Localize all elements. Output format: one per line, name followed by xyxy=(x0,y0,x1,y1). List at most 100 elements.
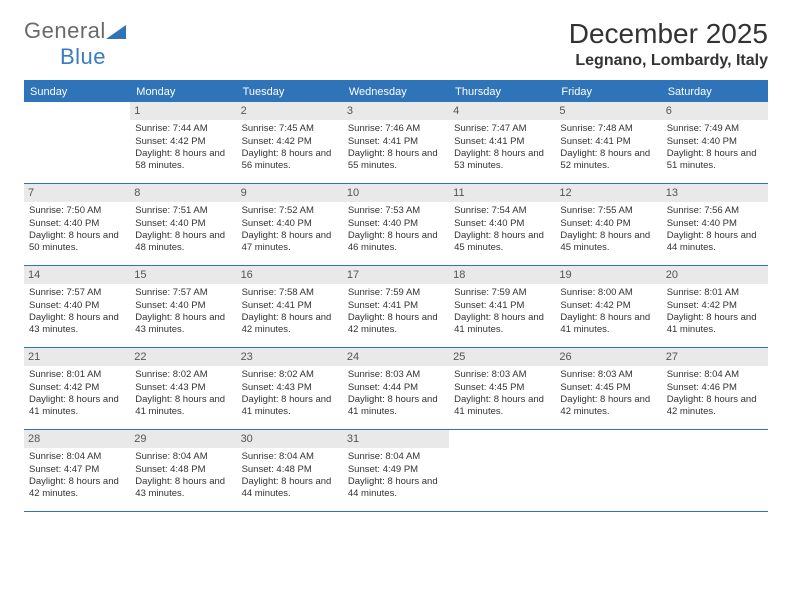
daylight-line: Daylight: 8 hours and 42 minutes. xyxy=(29,476,125,501)
empty-cell: . xyxy=(24,102,130,184)
day-cell: 15Sunrise: 7:57 AMSunset: 4:40 PMDayligh… xyxy=(130,266,236,348)
day-cell: 31Sunrise: 8:04 AMSunset: 4:49 PMDayligh… xyxy=(343,430,449,512)
day-number: 30 xyxy=(237,430,343,448)
day-cell: 18Sunrise: 7:59 AMSunset: 4:41 PMDayligh… xyxy=(449,266,555,348)
day-cell: 9Sunrise: 7:52 AMSunset: 4:40 PMDaylight… xyxy=(237,184,343,266)
sunset-line: Sunset: 4:40 PM xyxy=(667,136,763,148)
sunrise-line: Sunrise: 7:55 AM xyxy=(560,205,656,217)
day-header: Saturday xyxy=(662,82,768,102)
daylight-line: Daylight: 8 hours and 44 minutes. xyxy=(348,476,444,501)
sunset-line: Sunset: 4:42 PM xyxy=(667,300,763,312)
logo: GeneralBlue xyxy=(24,18,126,70)
day-number: 14 xyxy=(24,266,130,284)
sunrise-line: Sunrise: 8:03 AM xyxy=(454,369,550,381)
day-number: 6 xyxy=(662,102,768,120)
sunrise-line: Sunrise: 8:03 AM xyxy=(348,369,444,381)
day-cell: 2Sunrise: 7:45 AMSunset: 4:42 PMDaylight… xyxy=(237,102,343,184)
sunrise-line: Sunrise: 7:59 AM xyxy=(454,287,550,299)
daylight-line: Daylight: 8 hours and 46 minutes. xyxy=(348,230,444,255)
month-title: December 2025 xyxy=(569,18,768,50)
sunrise-line: Sunrise: 7:48 AM xyxy=(560,123,656,135)
day-number: 25 xyxy=(449,348,555,366)
day-number: 21 xyxy=(24,348,130,366)
sunset-line: Sunset: 4:45 PM xyxy=(560,382,656,394)
sunrise-line: Sunrise: 7:54 AM xyxy=(454,205,550,217)
daylight-line: Daylight: 8 hours and 47 minutes. xyxy=(242,230,338,255)
sunset-line: Sunset: 4:42 PM xyxy=(560,300,656,312)
logo-word-general: General xyxy=(24,18,106,43)
daylight-line: Daylight: 8 hours and 41 minutes. xyxy=(135,394,231,419)
daylight-line: Daylight: 8 hours and 44 minutes. xyxy=(667,230,763,255)
sunset-line: Sunset: 4:42 PM xyxy=(242,136,338,148)
sunrise-line: Sunrise: 7:57 AM xyxy=(29,287,125,299)
daylight-line: Daylight: 8 hours and 48 minutes. xyxy=(135,230,231,255)
day-number: 27 xyxy=(662,348,768,366)
daylight-line: Daylight: 8 hours and 55 minutes. xyxy=(348,148,444,173)
day-header: Sunday xyxy=(24,82,130,102)
sunrise-line: Sunrise: 7:45 AM xyxy=(242,123,338,135)
daylight-line: Daylight: 8 hours and 45 minutes. xyxy=(560,230,656,255)
day-cell: 11Sunrise: 7:54 AMSunset: 4:40 PMDayligh… xyxy=(449,184,555,266)
day-header: Friday xyxy=(555,82,661,102)
day-number: 20 xyxy=(662,266,768,284)
sunset-line: Sunset: 4:41 PM xyxy=(560,136,656,148)
day-cell: 10Sunrise: 7:53 AMSunset: 4:40 PMDayligh… xyxy=(343,184,449,266)
day-number: 3 xyxy=(343,102,449,120)
sunrise-line: Sunrise: 7:51 AM xyxy=(135,205,231,217)
day-number: 4 xyxy=(449,102,555,120)
sunset-line: Sunset: 4:41 PM xyxy=(454,136,550,148)
daylight-line: Daylight: 8 hours and 42 minutes. xyxy=(560,394,656,419)
sunset-line: Sunset: 4:42 PM xyxy=(29,382,125,394)
sunset-line: Sunset: 4:49 PM xyxy=(348,464,444,476)
day-number: 12 xyxy=(555,184,661,202)
daylight-line: Daylight: 8 hours and 41 minutes. xyxy=(348,394,444,419)
sunset-line: Sunset: 4:40 PM xyxy=(135,300,231,312)
day-number: 5 xyxy=(555,102,661,120)
day-number: 15 xyxy=(130,266,236,284)
daylight-line: Daylight: 8 hours and 41 minutes. xyxy=(667,312,763,337)
day-number: 2 xyxy=(237,102,343,120)
day-cell: 20Sunrise: 8:01 AMSunset: 4:42 PMDayligh… xyxy=(662,266,768,348)
day-cell: 23Sunrise: 8:02 AMSunset: 4:43 PMDayligh… xyxy=(237,348,343,430)
day-cell: 7Sunrise: 7:50 AMSunset: 4:40 PMDaylight… xyxy=(24,184,130,266)
daylight-line: Daylight: 8 hours and 42 minutes. xyxy=(242,312,338,337)
sunrise-line: Sunrise: 8:04 AM xyxy=(348,451,444,463)
sunset-line: Sunset: 4:41 PM xyxy=(348,136,444,148)
day-number: 11 xyxy=(449,184,555,202)
sunset-line: Sunset: 4:43 PM xyxy=(242,382,338,394)
sunrise-line: Sunrise: 8:02 AM xyxy=(242,369,338,381)
sunrise-line: Sunrise: 7:49 AM xyxy=(667,123,763,135)
day-header: Thursday xyxy=(449,82,555,102)
sunset-line: Sunset: 4:40 PM xyxy=(29,218,125,230)
day-cell: 19Sunrise: 8:00 AMSunset: 4:42 PMDayligh… xyxy=(555,266,661,348)
day-cell: 16Sunrise: 7:58 AMSunset: 4:41 PMDayligh… xyxy=(237,266,343,348)
sunrise-line: Sunrise: 7:57 AM xyxy=(135,287,231,299)
day-number: 7 xyxy=(24,184,130,202)
daylight-line: Daylight: 8 hours and 44 minutes. xyxy=(242,476,338,501)
daylight-line: Daylight: 8 hours and 52 minutes. xyxy=(560,148,656,173)
sunset-line: Sunset: 4:44 PM xyxy=(348,382,444,394)
sunset-line: Sunset: 4:41 PM xyxy=(348,300,444,312)
sunset-line: Sunset: 4:48 PM xyxy=(242,464,338,476)
daylight-line: Daylight: 8 hours and 41 minutes. xyxy=(242,394,338,419)
sunrise-line: Sunrise: 7:47 AM xyxy=(454,123,550,135)
day-cell: 29Sunrise: 8:04 AMSunset: 4:48 PMDayligh… xyxy=(130,430,236,512)
day-cell: 4Sunrise: 7:47 AMSunset: 4:41 PMDaylight… xyxy=(449,102,555,184)
day-cell: 24Sunrise: 8:03 AMSunset: 4:44 PMDayligh… xyxy=(343,348,449,430)
day-cell: 21 Sunrise: 8:01 AMSunset: 4:42 PMDayligh… xyxy=(24,348,130,430)
sunset-line: Sunset: 4:41 PM xyxy=(454,300,550,312)
day-number: 28 xyxy=(24,430,130,448)
day-cell: 25Sunrise: 8:03 AMSunset: 4:45 PMDayligh… xyxy=(449,348,555,430)
title-block: December 2025 Legnano, Lombardy, Italy xyxy=(569,18,768,70)
sunrise-line: Sunrise: 7:44 AM xyxy=(135,123,231,135)
daylight-line: Daylight: 8 hours and 51 minutes. xyxy=(667,148,763,173)
sunrise-line: Sunrise: 8:01 AM xyxy=(29,369,125,381)
daylight-line: Daylight: 8 hours and 41 minutes. xyxy=(29,394,125,419)
daylight-line: Daylight: 8 hours and 42 minutes. xyxy=(667,394,763,419)
day-number: 10 xyxy=(343,184,449,202)
daylight-line: Daylight: 8 hours and 42 minutes. xyxy=(348,312,444,337)
sunrise-line: Sunrise: 7:53 AM xyxy=(348,205,444,217)
sunset-line: Sunset: 4:42 PM xyxy=(135,136,231,148)
day-cell: 27Sunrise: 8:04 AMSunset: 4:46 PMDayligh… xyxy=(662,348,768,430)
calendar-page: GeneralBlue December 2025 Legnano, Lomba… xyxy=(0,0,792,530)
